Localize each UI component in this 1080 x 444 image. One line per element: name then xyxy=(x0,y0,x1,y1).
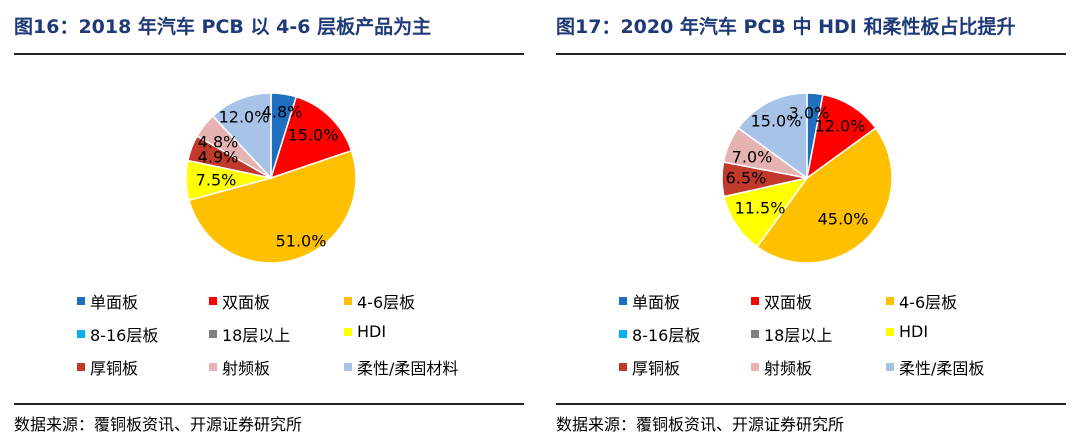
legend-swatch xyxy=(77,363,85,371)
legend-swatch xyxy=(751,297,759,305)
pie-data-label-1: 4.8% xyxy=(262,103,303,122)
legend-swatch xyxy=(344,297,352,305)
legend-swatch xyxy=(619,330,627,338)
legend-swatch xyxy=(77,330,85,338)
legend-label: 8-16层板 xyxy=(632,326,701,345)
legend-swatch xyxy=(209,330,217,338)
chart-title-right: 图17：2020 年汽车 PCB 中 HDI 和柔性板占比提升 xyxy=(556,16,1016,38)
pie-chart-2020: 3.0%12.0% 45.0% 11.5% 6.5% 7.0% 15.0% xyxy=(721,92,893,264)
legend-item-7: 厚铜板 xyxy=(619,355,680,379)
source-divider-right xyxy=(556,403,1066,405)
source-note-left: 数据来源：覆铜板资讯、开源证券研究所 xyxy=(14,415,303,434)
pie-data-label-9: 15.0% xyxy=(751,112,802,131)
legend-item-8: 射频板 xyxy=(209,355,270,379)
source-note-right: 数据来源：覆铜板资讯、开源证券研究所 xyxy=(556,415,845,434)
legend-swatch xyxy=(886,327,894,336)
legend-item-2: 双面板 xyxy=(751,289,812,313)
legend-item-3: 4-6层板 xyxy=(344,289,415,313)
legend-item-5: 18层以上 xyxy=(751,322,832,346)
legend-label: 4-6层板 xyxy=(899,293,958,312)
legend-label: 射频板 xyxy=(764,359,813,378)
pie-data-label-2: 12.0% xyxy=(815,117,866,136)
pie-slice-2 xyxy=(269,95,353,180)
pie-slice-9 xyxy=(737,92,808,180)
pie-data-label-7: 6.5% xyxy=(726,169,767,188)
pie-data-label-6: 11.5% xyxy=(735,199,786,218)
chart-title-left: 图16：2018 年汽车 PCB 以 4-6 层板产品为主 xyxy=(14,16,432,38)
pie-data-label-2: 15.0% xyxy=(288,126,339,145)
title-divider-right xyxy=(556,53,1066,55)
pie-data-label-9: 12.0% xyxy=(219,108,270,127)
legend-swatch xyxy=(344,327,352,336)
legend-label: 4-6层板 xyxy=(357,293,416,312)
pie-data-label-7: 4.9% xyxy=(198,148,239,167)
legend-item-6: HDI xyxy=(886,322,928,341)
legend-swatch xyxy=(751,330,759,338)
legend-item-6: HDI xyxy=(344,322,386,341)
legend-label: 18层以上 xyxy=(222,326,291,345)
legend-label: HDI xyxy=(899,322,929,341)
legend-label: 厚铜板 xyxy=(90,359,139,378)
legend-label: 厚铜板 xyxy=(632,359,681,378)
legend-label: HDI xyxy=(357,322,387,341)
legend-swatch xyxy=(344,363,352,371)
pie-slice-9 xyxy=(211,92,272,180)
pie-slice-3 xyxy=(188,149,357,264)
source-divider-left xyxy=(14,403,524,405)
legend-label: 双面板 xyxy=(222,293,271,312)
pie-data-label-6: 7.5% xyxy=(196,171,237,190)
legend-item-8: 射频板 xyxy=(751,355,812,379)
pie-chart-2018: 4.8%15.0%51.0%7.5%4.9%4.8%12.0% xyxy=(185,92,357,264)
pie-data-label-3: 45.0% xyxy=(818,210,869,229)
legend-item-9: 柔性/柔固板 xyxy=(886,355,984,379)
legend-item-2: 双面板 xyxy=(209,289,270,313)
title-divider-left xyxy=(14,53,524,55)
pie-data-label-1: 3.0% xyxy=(789,104,830,123)
pie-data-label-8: 4.8% xyxy=(198,133,239,152)
legend-item-7: 厚铜板 xyxy=(77,355,138,379)
legend-label: 18层以上 xyxy=(764,326,833,345)
legend-item-1: 单面板 xyxy=(77,289,138,313)
legend-label: 柔性/柔固材料 xyxy=(357,359,459,378)
legend-swatch xyxy=(886,297,894,305)
legend-label: 柔性/柔固板 xyxy=(899,359,985,378)
legend-item-1: 单面板 xyxy=(619,289,680,313)
legend-swatch xyxy=(77,297,85,305)
legend-swatch xyxy=(209,297,217,305)
legend-label: 8-16层板 xyxy=(90,326,159,345)
legend-item-4: 8-16层板 xyxy=(77,322,158,346)
chart-panel-right: 图17：2020 年汽车 PCB 中 HDI 和柔性板占比提升 3.0% 12.0… xyxy=(556,0,1076,444)
legend-label: 单面板 xyxy=(90,293,139,312)
legend-label: 单面板 xyxy=(632,293,681,312)
legend-item-5: 18层以上 xyxy=(209,322,290,346)
legend-swatch xyxy=(209,363,217,371)
legend-swatch xyxy=(619,297,627,305)
pie-data-label-3: 51.0% xyxy=(276,232,327,251)
legend-swatch xyxy=(886,363,894,371)
pie-slice-3 xyxy=(755,126,893,264)
legend-item-3: 4-6层板 xyxy=(886,289,957,313)
chart-panel-left: 图16：2018 年汽车 PCB 以 4-6 层板产品为主 4.8% 15.0% 5… xyxy=(14,0,534,444)
legend-label: 射频板 xyxy=(222,359,271,378)
legend-swatch xyxy=(619,363,627,371)
legend-label: 双面板 xyxy=(764,293,813,312)
legend-item-9: 柔性/柔固材料 xyxy=(344,355,458,379)
legend-swatch xyxy=(751,363,759,371)
pie-data-label-8: 7.0% xyxy=(732,148,773,167)
pie-slice-2 xyxy=(805,93,877,180)
legend-item-4: 8-16层板 xyxy=(619,322,700,346)
